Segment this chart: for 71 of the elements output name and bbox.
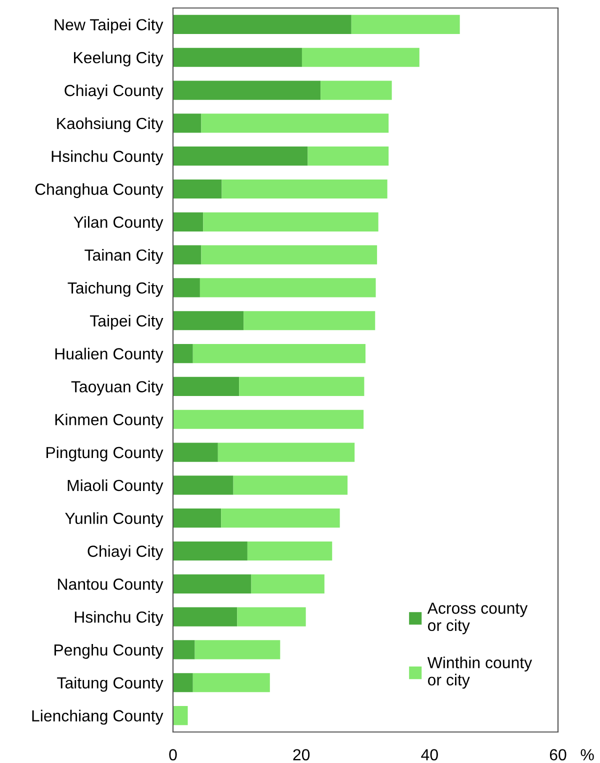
bar bbox=[239, 376, 364, 396]
bar bbox=[173, 212, 204, 232]
bar bbox=[173, 48, 302, 67]
y-tick-label: Hsinchu County bbox=[52, 150, 164, 166]
bar bbox=[173, 146, 308, 166]
bar bbox=[237, 607, 306, 626]
y-tick-label: Keelung City bbox=[74, 52, 164, 66]
bar bbox=[351, 14, 460, 34]
y-tick-label: Hualien County bbox=[55, 348, 164, 363]
y-tick-label: Lienchiang County bbox=[32, 710, 164, 725]
bar bbox=[173, 114, 202, 133]
bar bbox=[308, 146, 389, 166]
bar bbox=[244, 311, 376, 330]
bar bbox=[222, 179, 388, 199]
bar bbox=[173, 607, 238, 626]
bar bbox=[173, 14, 352, 34]
bar bbox=[194, 640, 280, 660]
bar bbox=[173, 476, 234, 495]
legend-label: Winthin county or city bbox=[427, 656, 532, 689]
bar bbox=[203, 212, 378, 232]
bar bbox=[173, 574, 252, 594]
y-tick-label: Miaoli County bbox=[68, 479, 164, 494]
y-tick-label: Chiayi County bbox=[64, 84, 164, 100]
bar bbox=[173, 245, 202, 264]
bar bbox=[302, 48, 420, 67]
y-tick-label: Kaohsiung City bbox=[57, 117, 164, 132]
y-tick-label: Pingtung County bbox=[46, 446, 164, 462]
bar bbox=[173, 80, 321, 100]
bar bbox=[173, 311, 244, 330]
bar bbox=[200, 278, 376, 298]
bar bbox=[221, 508, 340, 528]
x-tick-label: 60 bbox=[550, 749, 566, 760]
y-tick-label: Nantou County bbox=[58, 578, 164, 594]
bar bbox=[173, 442, 218, 462]
bar bbox=[173, 278, 200, 298]
y-tick-label: Taoyuan City bbox=[71, 380, 164, 396]
bar bbox=[173, 508, 222, 528]
bar bbox=[173, 673, 193, 692]
y-tick-label: Kinmen County bbox=[55, 414, 164, 428]
legend-label: Across county or city bbox=[427, 602, 528, 634]
bar bbox=[173, 376, 240, 396]
bar bbox=[173, 541, 248, 561]
y-tick-label: Hsinchu City bbox=[74, 611, 164, 626]
bar bbox=[192, 673, 270, 692]
y-tick-label: Changhua County bbox=[35, 183, 164, 198]
bar bbox=[192, 344, 366, 364]
x-tick-label: 40 bbox=[421, 749, 438, 760]
bar bbox=[251, 574, 324, 594]
y-tick-label: Penghu County bbox=[54, 644, 164, 659]
bar bbox=[173, 344, 193, 364]
y-tick-label: New Taipei City bbox=[54, 18, 164, 34]
bar bbox=[173, 179, 222, 199]
x-tick-label: 0 bbox=[169, 749, 177, 760]
x-tick-label: 20 bbox=[293, 749, 310, 760]
y-tick-label: Yunlin County bbox=[65, 512, 164, 528]
y-tick-label: Taipei City bbox=[90, 314, 164, 330]
bar bbox=[173, 706, 188, 726]
bar bbox=[173, 640, 195, 660]
y-tick-label: Taichung City bbox=[68, 282, 164, 297]
x-axis-title: % bbox=[580, 749, 594, 760]
bar bbox=[201, 245, 378, 264]
y-tick-label: Taitung County bbox=[57, 676, 164, 692]
bar bbox=[201, 114, 389, 133]
bar bbox=[233, 476, 348, 495]
y-tick-label: Chiayi City bbox=[88, 545, 164, 560]
y-tick-label: Tainan City bbox=[84, 249, 164, 264]
bar bbox=[247, 541, 332, 561]
bar bbox=[173, 410, 364, 429]
bar bbox=[218, 442, 355, 462]
y-tick-label: Yilan County bbox=[74, 216, 164, 232]
bar bbox=[320, 80, 392, 100]
